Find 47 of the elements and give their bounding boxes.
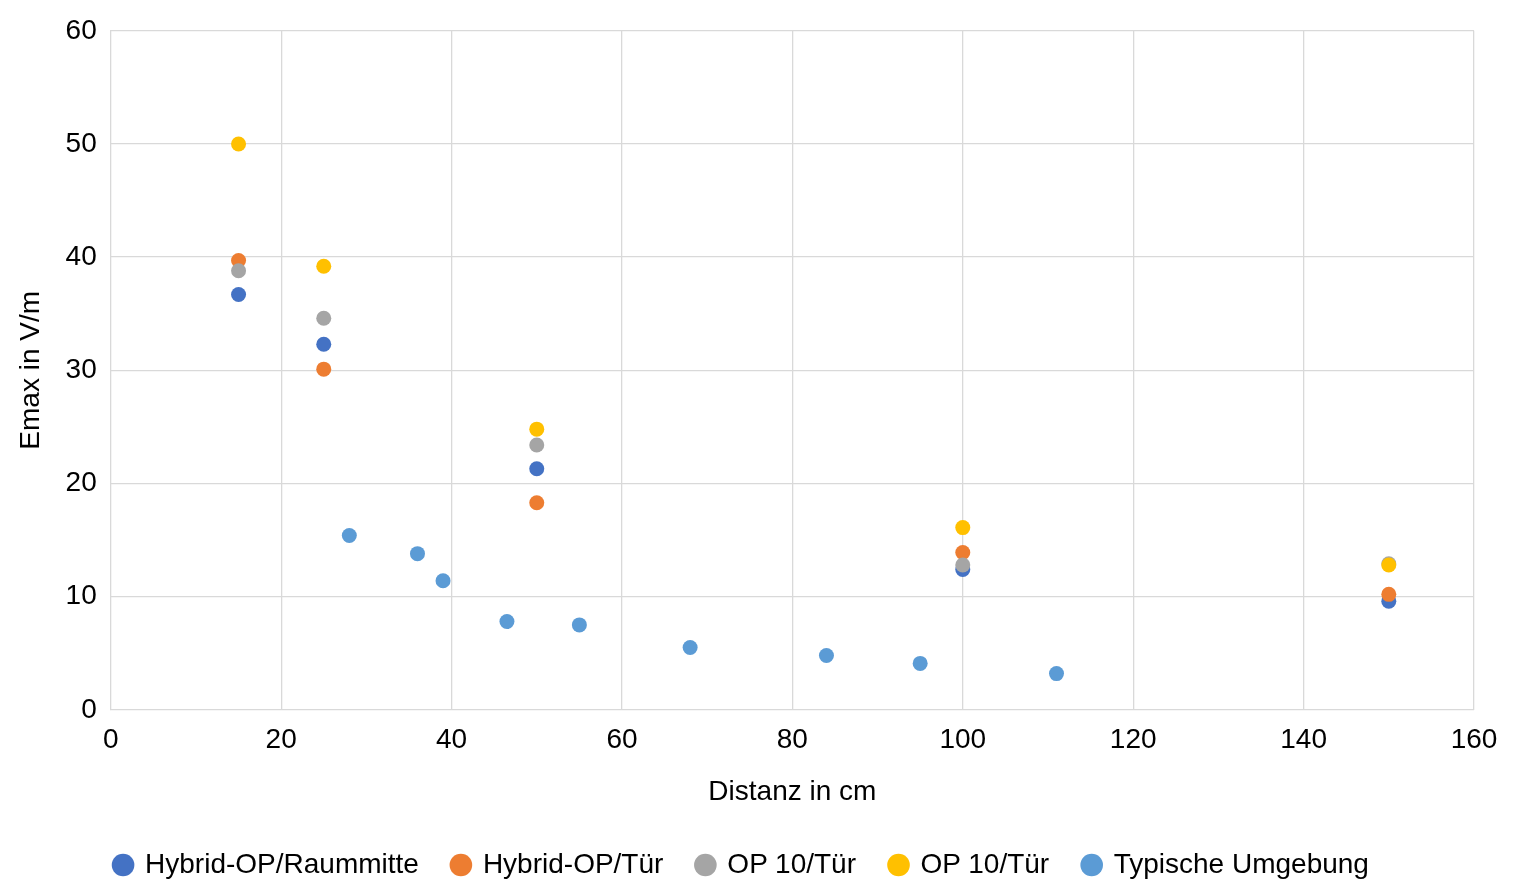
point (499, 614, 515, 630)
point (818, 647, 834, 663)
point (316, 310, 332, 326)
point (955, 557, 971, 573)
y-tick-label: 60 (65, 13, 97, 45)
point (682, 640, 698, 656)
x-axis-title: Distanz in cm (708, 774, 877, 806)
point (912, 655, 928, 671)
point (571, 617, 587, 633)
point (435, 573, 451, 589)
x-tick-label: 140 (1280, 723, 1327, 755)
y-tick-label: 50 (65, 126, 97, 158)
point (529, 495, 545, 511)
point (1049, 666, 1064, 682)
x-tick-label: 100 (939, 723, 987, 755)
point (231, 136, 247, 152)
y-tick-label: 10 (65, 579, 97, 611)
point (529, 437, 545, 453)
point (341, 528, 357, 544)
point (409, 546, 425, 562)
y-tick-label: 30 (65, 353, 97, 385)
legend-label: OP 10/Tür (727, 847, 857, 879)
point (316, 258, 332, 274)
x-tick-label: 20 (265, 723, 297, 755)
point (955, 545, 971, 560)
x-tick-label: 0 (102, 723, 119, 755)
point (1381, 586, 1397, 602)
point (529, 421, 545, 437)
point (316, 336, 332, 352)
legend-label: Hybrid-OP/Tür (482, 847, 664, 879)
y-tick-label: 0 (81, 692, 97, 724)
x-tick-label: 60 (606, 723, 638, 755)
point (529, 461, 545, 477)
point (316, 361, 332, 377)
point (955, 520, 971, 536)
legend-label: OP 10/Tür (920, 847, 1050, 879)
x-tick-label: 160 (1450, 723, 1498, 755)
x-tick-label: 80 (776, 723, 808, 755)
point (231, 263, 247, 279)
legend-label: Hybrid-OP/Raummitte (145, 847, 419, 879)
y-axis-title: Emax in V/m (13, 290, 45, 450)
legend-label: Typische Umgebung (1113, 847, 1369, 879)
y-tick-label: 20 (65, 466, 97, 498)
point (231, 286, 247, 302)
x-tick-label: 40 (435, 723, 468, 755)
y-tick-label: 40 (65, 239, 97, 271)
x-tick-label: 120 (1109, 723, 1157, 755)
